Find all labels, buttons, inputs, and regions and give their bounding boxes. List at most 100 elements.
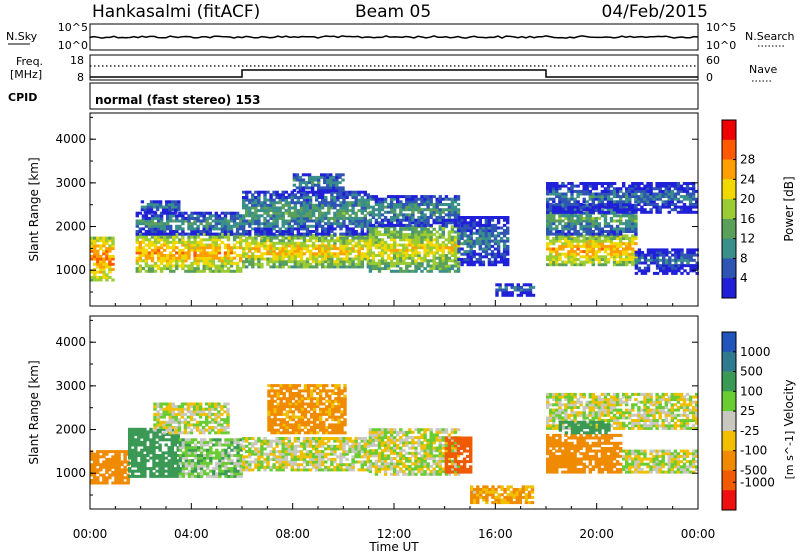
heatmap-cell bbox=[214, 248, 218, 252]
heatmap-cell bbox=[339, 227, 343, 231]
heatmap-cell bbox=[345, 196, 349, 199]
heatmap-cell bbox=[292, 189, 297, 192]
heatmap-cell bbox=[496, 216, 501, 219]
heatmap-cell bbox=[674, 271, 678, 275]
heatmap-cell bbox=[217, 227, 222, 231]
heatmap-cell bbox=[169, 267, 173, 271]
heatmap-cell bbox=[606, 197, 611, 201]
heatmap-cell bbox=[266, 206, 270, 210]
heatmap-cell bbox=[432, 267, 436, 271]
heatmap-cell bbox=[399, 233, 403, 237]
heatmap-cell bbox=[423, 267, 427, 271]
heatmap-cell bbox=[150, 232, 155, 236]
heatmap-cell bbox=[242, 196, 246, 199]
heatmap-cell bbox=[193, 256, 197, 260]
heatmap-cell bbox=[363, 257, 367, 261]
heatmap-cell bbox=[159, 230, 164, 233]
heatmap-cell bbox=[594, 252, 598, 256]
heatmap-cell bbox=[199, 446, 204, 450]
heatmap-cell bbox=[181, 440, 186, 444]
heatmap-cell bbox=[552, 203, 556, 207]
heatmap-cell bbox=[173, 459, 177, 463]
heatmap-cell bbox=[193, 227, 197, 231]
heatmap-cell bbox=[348, 193, 352, 197]
heatmap-cell bbox=[196, 269, 200, 273]
heatmap-cell bbox=[266, 252, 270, 256]
heatmap-cell bbox=[591, 197, 595, 201]
heatmap-cell bbox=[184, 243, 188, 247]
heatmap-cell bbox=[223, 261, 228, 265]
heatmap-cell bbox=[143, 205, 148, 209]
heatmap-cell bbox=[588, 247, 592, 251]
heatmap-cell bbox=[417, 203, 421, 206]
heatmap-cell bbox=[318, 193, 322, 197]
heatmap-cell bbox=[649, 210, 653, 214]
heatmap-cell bbox=[631, 242, 635, 246]
heatmap-cell bbox=[567, 234, 571, 238]
heatmap-cell bbox=[435, 240, 439, 244]
heatmap-cell bbox=[156, 405, 160, 409]
heatmap-cell bbox=[327, 209, 331, 213]
heatmap-cell bbox=[102, 478, 106, 482]
heatmap-cell bbox=[315, 224, 319, 228]
heatmap-cell bbox=[263, 257, 267, 261]
heatmap-cell bbox=[339, 203, 343, 207]
heatmap-cell bbox=[181, 467, 186, 471]
heatmap-cell bbox=[561, 263, 565, 267]
heatmap-cell bbox=[435, 216, 439, 219]
heatmap-cell bbox=[161, 210, 166, 214]
heatmap-cell bbox=[469, 242, 473, 246]
heatmap-cell bbox=[429, 197, 433, 201]
heatmap-cell bbox=[281, 222, 285, 226]
range-axis-label: Slant Range [km] bbox=[27, 157, 41, 261]
heatmap-cell bbox=[168, 418, 172, 422]
heatmap-cell bbox=[102, 481, 106, 485]
heatmap-cell bbox=[603, 255, 608, 259]
heatmap-cell bbox=[161, 474, 165, 478]
heatmap-cell bbox=[625, 258, 629, 261]
heatmap-cell bbox=[366, 252, 370, 256]
heatmap-cell bbox=[466, 229, 470, 233]
heatmap-cell bbox=[196, 248, 200, 252]
heatmap-cell bbox=[128, 430, 132, 434]
heatmap-cell bbox=[181, 240, 185, 244]
heatmap-cell bbox=[673, 184, 678, 188]
heatmap-cell bbox=[374, 267, 379, 271]
heatmap-cell bbox=[600, 232, 605, 236]
heatmap-cell bbox=[579, 192, 583, 196]
heatmap-cell bbox=[324, 190, 328, 194]
heatmap-cell bbox=[582, 250, 586, 254]
heatmap-cell bbox=[420, 235, 424, 239]
heatmap-cell bbox=[411, 210, 415, 214]
heatmap-cell bbox=[380, 233, 385, 237]
heatmap-cell bbox=[646, 184, 650, 188]
heatmap-cell bbox=[187, 251, 191, 255]
heatmap-cell bbox=[628, 230, 632, 233]
heatmap-cell bbox=[634, 258, 639, 262]
heatmap-cell bbox=[345, 227, 349, 231]
heatmap-cell bbox=[281, 262, 285, 266]
heatmap-cell bbox=[248, 222, 252, 226]
heatmap-cell bbox=[606, 234, 611, 238]
heatmap-cell bbox=[105, 460, 109, 464]
heatmap-cell bbox=[552, 214, 556, 218]
heatmap-cell bbox=[183, 428, 188, 432]
heatmap-cell bbox=[218, 438, 222, 442]
heatmap-cell bbox=[144, 259, 149, 263]
heatmap-cell bbox=[402, 235, 406, 239]
heatmap-cell bbox=[368, 197, 373, 201]
heatmap-cell bbox=[450, 225, 455, 229]
heatmap-cell bbox=[227, 474, 231, 478]
heatmap-region bbox=[90, 450, 130, 485]
heatmap-cell bbox=[606, 200, 611, 204]
heatmap-cell bbox=[153, 405, 157, 409]
heatmap-cell bbox=[625, 192, 629, 196]
heatmap-cell bbox=[156, 402, 160, 406]
heatmap-cell bbox=[93, 241, 97, 245]
heatmap-cell bbox=[172, 219, 176, 223]
heatmap-cell bbox=[564, 227, 568, 231]
heatmap-cell bbox=[496, 242, 501, 246]
heatmap-cell bbox=[327, 260, 331, 264]
heatmap-cell bbox=[138, 267, 142, 271]
heatmap-cell bbox=[450, 248, 455, 252]
